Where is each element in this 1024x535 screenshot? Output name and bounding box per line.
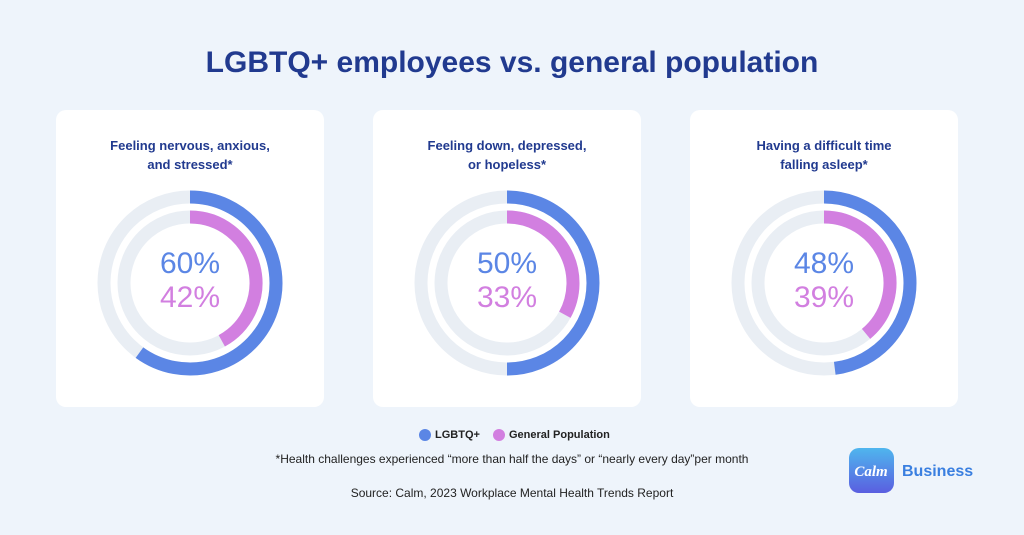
card-title: Feeling nervous, anxious, and stressed* [110,138,270,172]
value-label: 50% [476,247,538,280]
legend-label: LGBTQ+ [435,429,480,441]
value-label: 48% [793,247,855,280]
ring-arc [823,210,897,339]
value-label: 60% [159,247,221,280]
legend-label: General Population [509,429,610,441]
card-title: Feeling down, depressed, or hopeless* [427,138,587,172]
value-label: 33% [476,281,538,314]
ring-arc [135,190,283,376]
value-label: 39% [793,281,855,314]
logo-text: Business [902,463,973,480]
page-title: LGBTQ+ employees vs. general population [205,46,819,79]
logo-mark-text: Calm [854,464,887,480]
ring-arc [189,210,263,347]
ring-arc [823,190,917,375]
value-label: 42% [159,281,221,314]
legend-marker [493,429,505,441]
source: Source: Calm, 2023 Workplace Mental Heal… [350,486,674,500]
card-title: Having a difficult time falling asleep* [756,138,892,172]
legend-marker [419,429,431,441]
ring-arc [506,190,600,376]
logo-mark [849,448,894,493]
ring-arc [506,210,580,318]
footnote: *Health challenges experienced “more tha… [275,452,749,466]
